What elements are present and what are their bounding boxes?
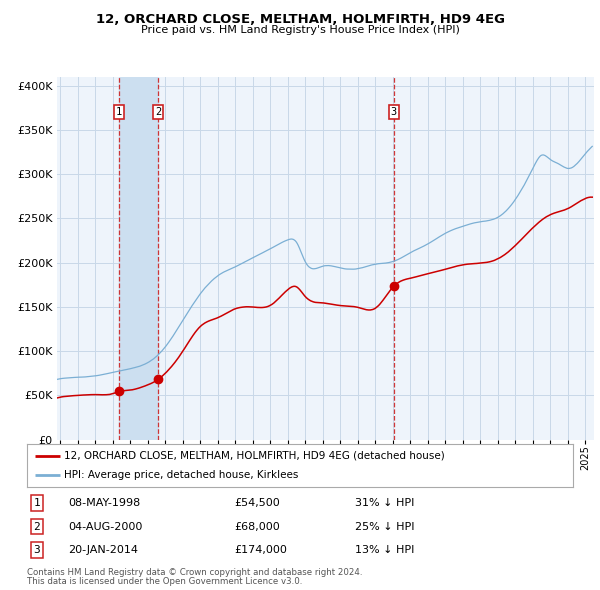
Text: 31% ↓ HPI: 31% ↓ HPI [355,498,414,508]
Text: 04-AUG-2000: 04-AUG-2000 [68,522,142,532]
Text: 2: 2 [155,107,161,117]
Text: 12, ORCHARD CLOSE, MELTHAM, HOLMFIRTH, HD9 4EG: 12, ORCHARD CLOSE, MELTHAM, HOLMFIRTH, H… [95,13,505,26]
Text: 13% ↓ HPI: 13% ↓ HPI [355,545,414,555]
Text: 2: 2 [34,522,40,532]
Text: HPI: Average price, detached house, Kirklees: HPI: Average price, detached house, Kirk… [64,470,299,480]
Text: This data is licensed under the Open Government Licence v3.0.: This data is licensed under the Open Gov… [27,577,302,586]
Bar [119,77,158,440]
Text: 1: 1 [116,107,122,117]
Text: 20-JAN-2014: 20-JAN-2014 [68,545,138,555]
Text: 3: 3 [34,545,40,555]
Text: £54,500: £54,500 [235,498,280,508]
Text: £68,000: £68,000 [235,522,280,532]
Text: 12, ORCHARD CLOSE, MELTHAM, HOLMFIRTH, HD9 4EG (detached house): 12, ORCHARD CLOSE, MELTHAM, HOLMFIRTH, H… [64,451,445,461]
Text: 1: 1 [34,498,40,508]
Text: £174,000: £174,000 [235,545,287,555]
Text: 3: 3 [391,107,397,117]
Text: 25% ↓ HPI: 25% ↓ HPI [355,522,414,532]
Text: Contains HM Land Registry data © Crown copyright and database right 2024.: Contains HM Land Registry data © Crown c… [27,568,362,576]
Text: 08-MAY-1998: 08-MAY-1998 [68,498,140,508]
Text: Price paid vs. HM Land Registry's House Price Index (HPI): Price paid vs. HM Land Registry's House … [140,25,460,35]
